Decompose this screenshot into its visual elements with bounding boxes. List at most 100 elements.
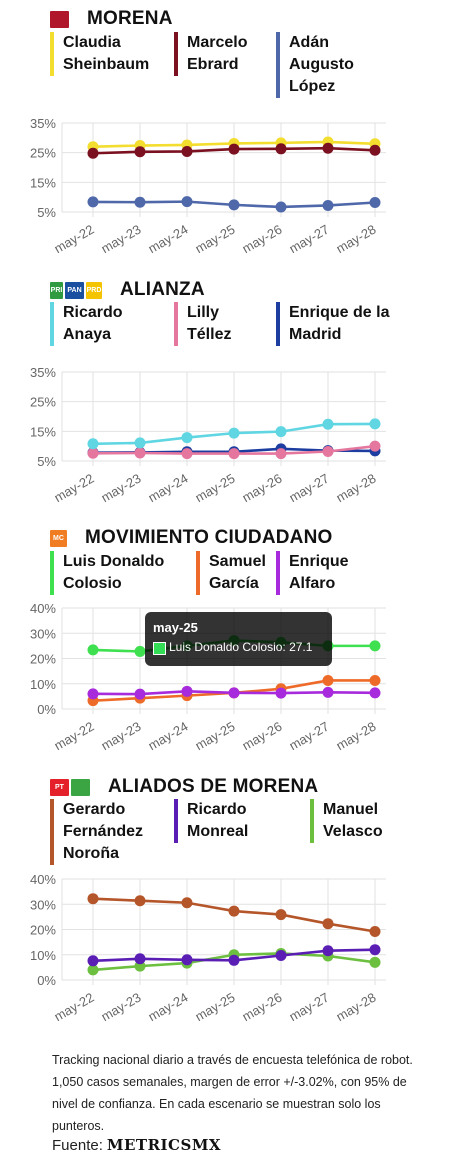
x-tick-label: may-25	[192, 719, 237, 754]
candidate-label: Manuel Velasco	[310, 799, 383, 843]
source-line: Fuente: METRICSMX	[52, 1136, 221, 1154]
x-tick-label: may-27	[286, 471, 331, 506]
data-point	[369, 687, 381, 699]
tooltip-value: Luis Donaldo Colosio: 27.1	[169, 640, 313, 654]
x-tick-label: may-25	[192, 990, 237, 1025]
party-logo: PT	[50, 778, 69, 796]
candidate-label: Ricardo Monreal	[174, 799, 248, 843]
data-point	[275, 426, 287, 438]
party-logo	[71, 778, 90, 796]
data-point	[228, 448, 240, 460]
candidate-label: Luis Donaldo Colosio	[50, 551, 164, 595]
line-chart: 35%25%15%5%may-22 may-23 may-24 may-25 may-2…	[30, 116, 386, 257]
data-point	[369, 640, 381, 652]
data-point	[275, 201, 287, 213]
party-logo: PRD	[86, 281, 102, 299]
y-tick-label: 5%	[37, 205, 56, 220]
data-point	[275, 687, 287, 699]
data-point	[322, 142, 334, 154]
x-tick-label: may-26	[239, 471, 284, 506]
x-tick-label: may-25	[192, 471, 237, 506]
party-logo: MC	[50, 529, 67, 547]
y-tick-label: 15%	[30, 424, 56, 439]
party-title: ALIANZA	[120, 279, 205, 300]
x-tick-label: may-26	[239, 222, 284, 257]
party-header: PT ALIADOS DE MORENA	[50, 774, 318, 800]
y-tick-label: 40%	[30, 872, 56, 887]
data-point	[322, 918, 334, 930]
x-tick-label: may-27	[286, 719, 331, 754]
x-tick-label: may-25	[192, 222, 237, 257]
data-point	[322, 674, 334, 686]
data-point	[369, 926, 381, 938]
data-point	[228, 687, 240, 699]
data-point	[181, 448, 193, 460]
y-tick-label: 20%	[30, 652, 56, 667]
data-point	[228, 143, 240, 155]
x-tick-label: may-27	[286, 990, 331, 1025]
data-point	[87, 147, 99, 159]
party-logos	[50, 10, 71, 28]
party-logo: PRI	[50, 281, 63, 299]
x-tick-label: may-24	[145, 719, 190, 754]
y-tick-label: 30%	[30, 897, 56, 912]
data-point	[369, 956, 381, 968]
data-point	[181, 897, 193, 909]
data-point	[181, 685, 193, 697]
series	[87, 944, 381, 967]
candidate-label: Claudia Sheinbaum	[50, 32, 149, 76]
data-point	[87, 644, 99, 656]
y-tick-label: 25%	[30, 146, 56, 161]
data-point	[322, 418, 334, 430]
chart-tooltip: may-25 Luis Donaldo Colosio: 27.1	[145, 612, 332, 666]
party-header: MORENA	[50, 6, 173, 32]
line-chart: 35%25%15%5%may-22 may-23 may-24 may-25 may-2…	[30, 365, 386, 506]
data-point	[181, 196, 193, 208]
x-tick-label: may-28	[333, 222, 378, 257]
methodology-note: Tracking nacional diario a través de enc…	[52, 1053, 413, 1133]
y-tick-label: 35%	[30, 365, 56, 380]
candidate-label: Ricardo Anaya	[50, 302, 123, 346]
candidate-label: Marcelo Ebrard	[174, 32, 247, 76]
tooltip-title: may-25	[153, 620, 198, 635]
series	[87, 685, 381, 700]
data-point	[369, 197, 381, 209]
party-title: MORENA	[87, 8, 173, 29]
x-tick-label: may-22	[51, 471, 96, 506]
data-point	[275, 909, 287, 921]
y-tick-label: 15%	[30, 175, 56, 190]
data-point	[322, 945, 334, 957]
x-tick-label: may-24	[145, 990, 190, 1025]
party-logos: MC	[50, 529, 69, 547]
y-tick-label: 5%	[37, 454, 56, 469]
candidate-label: Lilly Téllez	[174, 302, 231, 346]
data-point	[134, 447, 146, 459]
metricsmx-logo: METRICSMX	[106, 1136, 222, 1154]
line-chart: 40%30%20%10%0%may-22 may-23 may-24 may-25 ma…	[30, 872, 386, 1025]
data-point	[181, 432, 193, 444]
x-tick-label: may-23	[98, 990, 143, 1025]
data-point	[134, 645, 146, 657]
data-point	[369, 944, 381, 956]
data-point	[369, 440, 381, 452]
y-tick-label: 30%	[30, 626, 56, 641]
data-point	[181, 145, 193, 157]
data-point	[275, 448, 287, 460]
candidate-label: Enrique de la Madrid	[276, 302, 389, 346]
x-tick-label: may-23	[98, 222, 143, 257]
data-point	[134, 146, 146, 158]
x-tick-label: may-28	[333, 719, 378, 754]
x-tick-label: may-27	[286, 222, 331, 257]
data-point	[134, 688, 146, 700]
data-point	[134, 953, 146, 965]
x-tick-label: may-28	[333, 471, 378, 506]
x-tick-label: may-22	[51, 222, 96, 257]
candidate-list: Claudia Sheinbaum Marcelo Ebrard Adán Augu…	[50, 32, 450, 102]
x-tick-label: may-26	[239, 719, 284, 754]
y-tick-label: 0%	[37, 973, 56, 988]
party-header: PRI PAN PRD ALIANZA	[50, 277, 205, 303]
x-tick-label: may-24	[145, 471, 190, 506]
y-tick-label: 0%	[37, 702, 56, 717]
x-tick-label: may-22	[51, 990, 96, 1025]
y-tick-label: 25%	[30, 395, 56, 410]
